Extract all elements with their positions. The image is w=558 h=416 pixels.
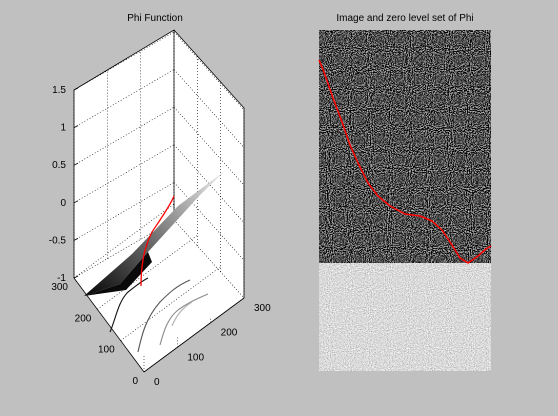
image-plot: Image and zero level set of Phi: [318, 13, 492, 371]
floor-contour-3: [159, 293, 209, 346]
floor-contour-2: [137, 279, 191, 353]
back-wall-right: [174, 30, 244, 298]
z-tick-label: 1: [60, 123, 66, 134]
floor-contours: [109, 277, 209, 353]
axes-box: [73, 29, 245, 373]
z-tick-label: -0.5: [49, 235, 67, 246]
image-zero-level-contour: [318, 59, 492, 264]
floor-contour-4: [171, 301, 193, 327]
z-tick-label: -1: [57, 273, 66, 284]
x-tick-label: 0: [154, 377, 160, 388]
z-tick-label: 1.5: [52, 85, 66, 96]
z-tick-label: 0: [60, 198, 66, 209]
image-plot-title: Image and zero level set of Phi: [336, 13, 473, 24]
phi-surface-plot: Phi Function -1 -0.5 0 0.5 1 1.5 0 100 200: [49, 13, 271, 388]
x-tick-label: 300: [254, 303, 271, 314]
phi-surface-underside: [84, 252, 152, 296]
floor-plane: [74, 220, 244, 372]
surface-plot-title: Phi Function: [127, 13, 183, 24]
dark-noise-region: [319, 30, 491, 263]
y-tick-label: 200: [75, 313, 92, 324]
x-axis-ticks: 0 100 200 300: [154, 303, 271, 388]
y-tick-label: 0: [132, 376, 138, 387]
z-axis-ticks: -1 -0.5 0 0.5 1 1.5: [49, 85, 79, 284]
floor-contour-1: [109, 277, 149, 333]
x-tick-label: 200: [221, 328, 238, 339]
surface-zero-level-line: [140, 195, 175, 287]
phi-surface: [84, 170, 226, 296]
back-wall-left: [74, 30, 174, 278]
z-tick-label: 0.5: [52, 160, 66, 171]
y-tick-label: 300: [51, 282, 68, 293]
y-axis-ticks: 0 100 200 300: [51, 282, 138, 387]
x-tick-label: 100: [187, 352, 204, 363]
y-tick-label: 100: [98, 345, 115, 356]
